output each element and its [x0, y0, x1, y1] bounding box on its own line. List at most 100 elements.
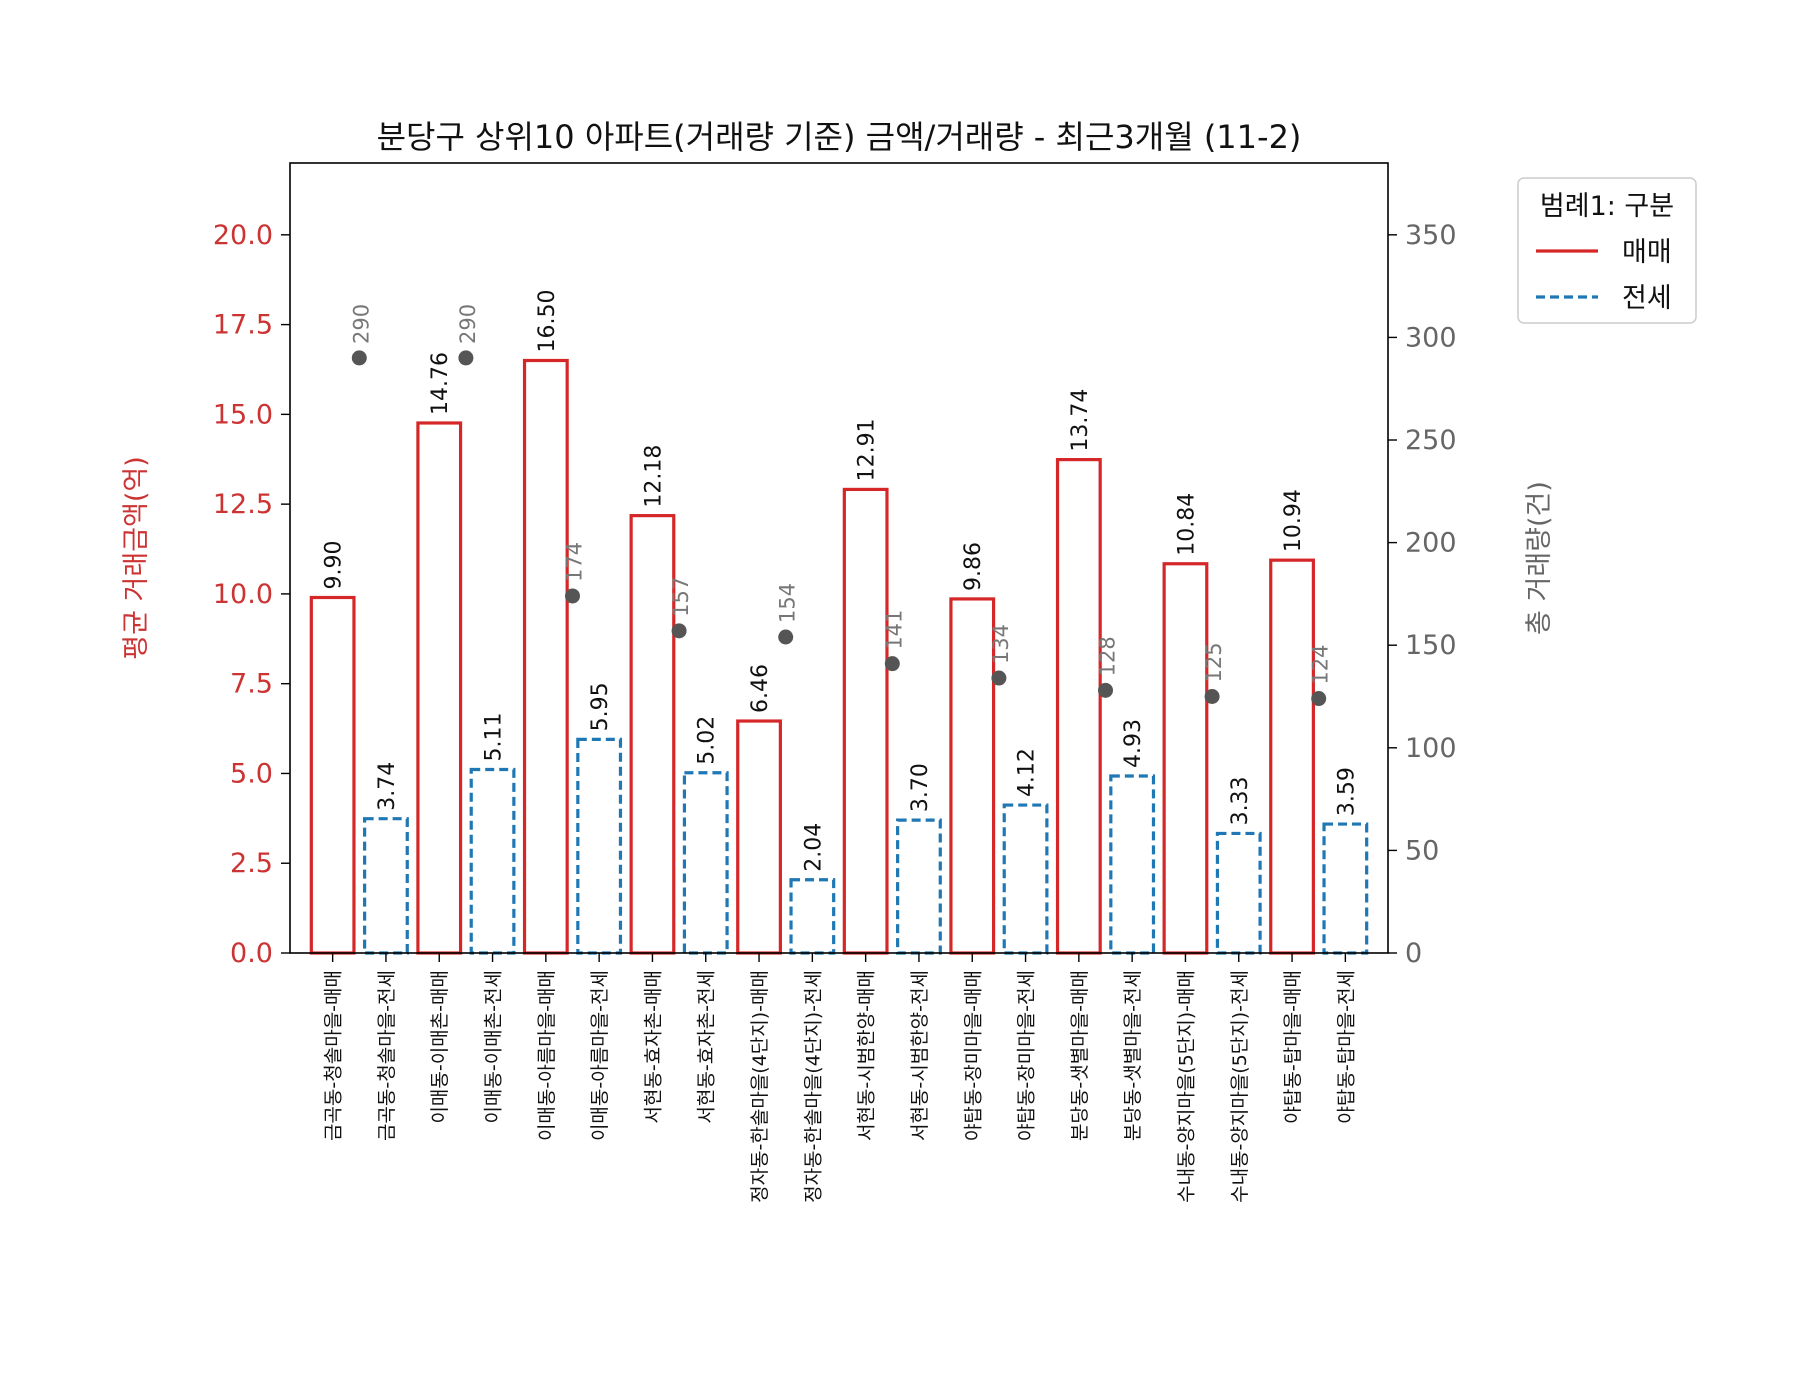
- y-axis-right-tick-label: 250: [1405, 425, 1457, 456]
- bar-jeonse: [469, 767, 516, 955]
- count-point: [1204, 689, 1220, 705]
- y-axis-right-tick-label: 300: [1405, 322, 1457, 353]
- bar-value-label: 13.74: [1068, 389, 1093, 452]
- bar-sale: [1162, 562, 1209, 955]
- x-axis-category-label: 금곡동-청솔마을-전세: [376, 970, 398, 1141]
- x-axis-category-label: 금곡동-청솔마을-매매: [323, 970, 345, 1141]
- x-axis-category-label: 서현동-효자촌-전세: [696, 970, 718, 1124]
- y-axis-right-tick-label: 50: [1405, 835, 1439, 866]
- x-axis-category-label: 수내동-양지마을(5단지)-매매: [1175, 970, 1197, 1203]
- bar-value-label: 4.93: [1121, 719, 1146, 768]
- x-axis-category-label: 이매동-아름마을-전세: [589, 970, 611, 1141]
- bar-jeonse: [576, 737, 623, 955]
- x-axis-category-label: 이매동-이매촌-전세: [483, 970, 505, 1124]
- bar-sale: [842, 487, 889, 955]
- bar-value-label: 16.50: [535, 290, 560, 353]
- y-axis-left-label: 평균 거래금액(억): [121, 456, 152, 660]
- bar-jeonse: [1215, 831, 1262, 955]
- bar-sale: [1269, 558, 1315, 955]
- count-value-label: 290: [349, 304, 373, 344]
- legend-title: 범례1: 구분: [1540, 191, 1674, 222]
- x-axis-category-label: 야탑동-탑마을-매매: [1282, 970, 1304, 1124]
- count-value-label: 128: [1096, 636, 1120, 676]
- x-axis-category-label: 야탑동-탑마을-전세: [1335, 970, 1357, 1124]
- bar-value-label: 5.11: [482, 713, 507, 762]
- x-axis-category-label: 정자동-한솔마을(4단지)-매매: [749, 970, 771, 1203]
- y-axis-right-tick-label: 200: [1405, 528, 1457, 559]
- bar-sale: [629, 514, 676, 955]
- x-axis-category-label: 야탑동-장미마을-전세: [1016, 970, 1038, 1141]
- bar-value-label: 3.59: [1334, 767, 1359, 816]
- x-axis-category-label: 서현동-시범한양-전세: [909, 970, 931, 1141]
- y-axis-right-tick-label: 150: [1405, 630, 1457, 661]
- x-axis-category-label: 서현동-효자촌-매매: [642, 970, 664, 1124]
- count-point: [1098, 682, 1114, 698]
- x-axis-category-label: 분당동-샛별마을-매매: [1069, 970, 1091, 1141]
- y-axis-left-tick-label: 20.0: [213, 220, 273, 251]
- bar-value-label: 12.18: [641, 445, 666, 508]
- count-value-label: 174: [562, 542, 586, 582]
- count-point: [351, 350, 367, 366]
- y-axis-right-label: 총 거래량(건): [1524, 481, 1555, 635]
- y-axis-left-tick-label: 12.5: [213, 489, 273, 520]
- y-axis-left-tick-label: 10.0: [213, 579, 273, 610]
- count-value-label: 157: [669, 577, 693, 617]
- x-axis-category-label: 이매동-이매촌-매매: [429, 970, 451, 1124]
- bar-jeonse: [896, 818, 942, 955]
- y-axis-left-tick-label: 5.0: [230, 758, 273, 789]
- bar-value-label: 2.04: [801, 823, 826, 872]
- count-value-label: 290: [456, 304, 480, 344]
- y-axis-right-tick-label: 100: [1405, 733, 1457, 764]
- count-point: [564, 588, 580, 604]
- legend: 범례1: 구분 매매 전세: [1517, 177, 1697, 324]
- y-axis-left-tick-label: 17.5: [213, 310, 273, 341]
- x-axis-category-label: 이매동-아름마을-매매: [536, 970, 558, 1141]
- bar-sale: [1055, 458, 1102, 955]
- count-value-label: 154: [776, 583, 800, 623]
- count-value-label: 134: [989, 624, 1013, 664]
- bar-sale: [309, 595, 356, 955]
- bar-value-label: 10.84: [1174, 493, 1199, 556]
- count-value-label: 124: [1309, 644, 1333, 684]
- count-point: [884, 656, 900, 672]
- count-point: [991, 670, 1007, 686]
- bar-jeonse: [682, 771, 729, 955]
- bar-value-label: 3.33: [1228, 776, 1253, 825]
- bar-value-label: 6.46: [748, 664, 773, 713]
- count-value-label: 125: [1202, 642, 1226, 682]
- count-point: [458, 350, 474, 366]
- count-point: [778, 629, 794, 645]
- bar-value-label: 5.95: [588, 682, 613, 731]
- plot-area: 9.90 14.76 16.50 12.18 6.46 12.91 9.86 13.74 10.…: [213, 162, 1457, 1203]
- legend-label-jeonse: 전세: [1622, 283, 1672, 314]
- bar-value-label: 9.90: [322, 541, 347, 590]
- legend-label-sale: 매매: [1622, 237, 1672, 268]
- y-axis-left-tick-label: 0.0: [230, 938, 273, 969]
- bar-jeonse: [363, 817, 409, 955]
- bar-value-label: 4.12: [1015, 748, 1040, 797]
- y-axis-left-tick-label: 2.5: [230, 848, 273, 879]
- y-axis-right-tick-label: 0: [1405, 938, 1422, 969]
- bar-sale: [522, 358, 569, 955]
- bar-value-label: 10.94: [1281, 489, 1306, 552]
- bar-value-label: 5.02: [695, 716, 720, 765]
- y-axis-left-tick-label: 15.0: [213, 399, 273, 430]
- x-axis-category-label: 수내동-양지마을(5단지)-전세: [1229, 970, 1251, 1203]
- count-point: [1311, 691, 1327, 707]
- bar-jeonse: [1322, 822, 1369, 955]
- bar-sale: [736, 719, 782, 955]
- bar-jeonse: [1002, 803, 1049, 955]
- chart-title: 분당구 상위10 아파트(거래량 기준) 금액/거래량 - 최근3개월 (11-…: [377, 118, 1302, 156]
- y-axis-right-tick-label: 350: [1405, 220, 1457, 251]
- count-point: [671, 623, 687, 639]
- bar-jeonse: [789, 878, 836, 955]
- plot-frame: [289, 162, 1389, 954]
- x-axis-category-label: 분당동-샛별마을-전세: [1122, 970, 1144, 1141]
- bar-jeonse: [1109, 774, 1156, 955]
- bar-value-label: 14.76: [428, 352, 453, 415]
- bar-sale: [949, 597, 996, 955]
- bar-sale: [416, 421, 463, 955]
- bar-value-label: 12.91: [855, 418, 880, 481]
- count-value-label: 141: [882, 610, 906, 650]
